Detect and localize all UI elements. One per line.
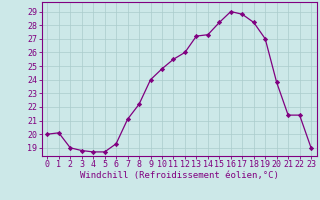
X-axis label: Windchill (Refroidissement éolien,°C): Windchill (Refroidissement éolien,°C): [80, 171, 279, 180]
